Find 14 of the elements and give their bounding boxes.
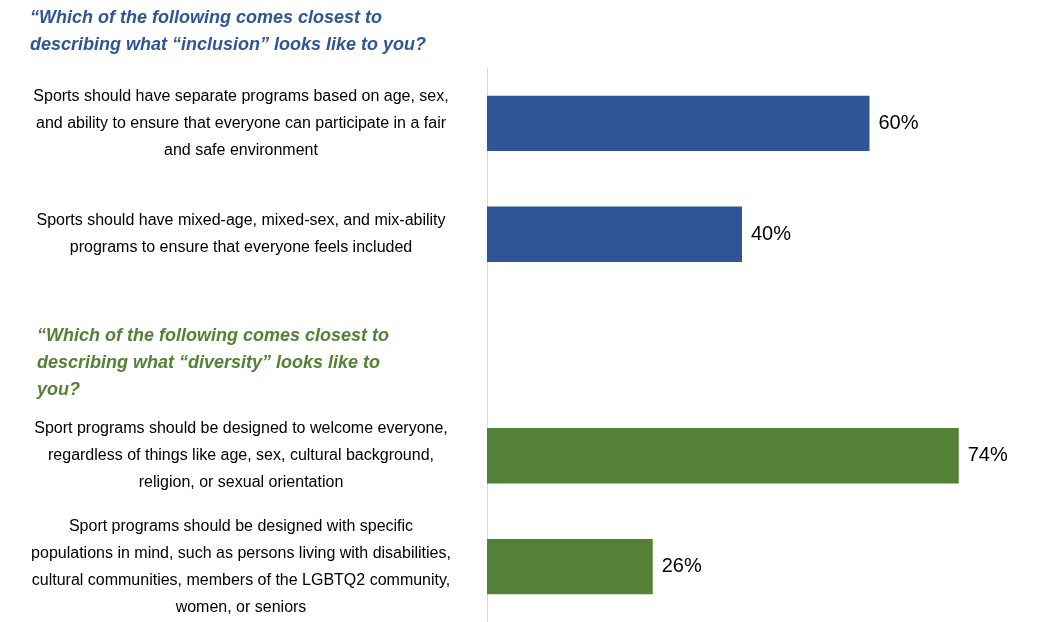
bar xyxy=(487,95,870,152)
bar xyxy=(487,428,959,484)
y-tick-label: Sport programs should be designed with specific populations in mind, such as persons living with disabilities, cultural communities, members of the LGBTQ2 community, women, or seniors xyxy=(31,516,451,615)
bar xyxy=(487,206,742,262)
y-tick-label: Sport programs should be designed to welcome everyone, regardless of things like age, sex, cultural background, religion, or sexual orientation xyxy=(34,419,448,491)
text: “Which of the following comes closest to describing what “inclusion” looks like to you? xyxy=(30,6,427,54)
data-label: 74% xyxy=(967,443,1008,466)
text: “Which of the following comes closest to describing what “diversity” looks like to you? xyxy=(36,324,390,399)
y-tick-label: Sports should have mixed-age, mixed-sex, and mix-ability programs to ensure that everyone feels included xyxy=(36,211,446,256)
data-label: 40% xyxy=(751,221,792,244)
y-tick-label: Sports should have separate programs based on age, sex, and ability to ensure that everyone can participate in a fair and safe environment xyxy=(33,86,449,158)
data-label: 26% xyxy=(661,554,702,577)
data-label: 60% xyxy=(878,110,919,133)
bar xyxy=(487,538,653,595)
